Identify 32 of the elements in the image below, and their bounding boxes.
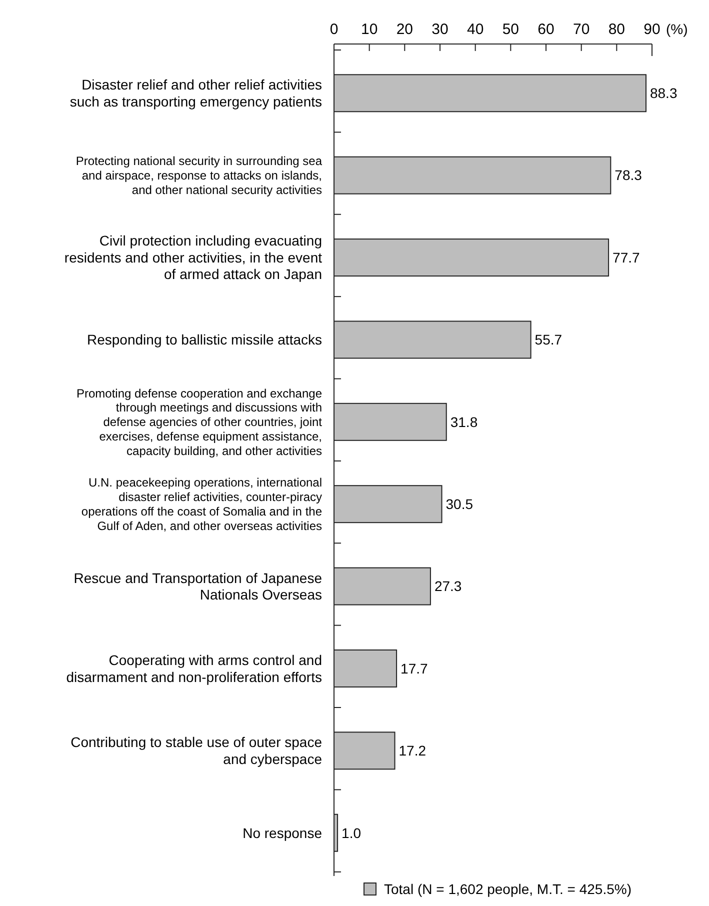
x-tick-label: 30 — [432, 21, 448, 38]
text: 1.0 — [342, 824, 361, 841]
x-tick-label: 90 — [644, 21, 660, 38]
y-tick-label: U.N. peacekeeping operations, international disaster relief activities, counter-piracy operations off the coast of Somalia and in the Gulf of Aden, and other overseas activities — [81, 476, 322, 533]
text: 30.5 — [446, 496, 474, 512]
y-tick-label: Promoting defense cooperation and exchange through meetings and discussions with defense agencies of other countries, joint exercises, defense equipment assistance, capacity building, and other activities — [76, 386, 323, 458]
x-tick-label: 50 — [502, 21, 520, 38]
text: 77.7 — [612, 249, 640, 266]
y-tick-label: Rescue and Transportation of Japanese Nationals Overseas — [74, 570, 322, 603]
y-tick-label: Disaster relief and other relief activities such as transporting emergency patients — [70, 76, 322, 110]
text: 27.3 — [434, 578, 462, 594]
text: 17.7 — [400, 660, 428, 676]
legend-label: Total (N = 1,602 people, M.T. = 425.5%) — [384, 880, 632, 897]
y-tick-label: Responding to ballistic missile attacks — [87, 332, 322, 348]
x-tick-label: 10 — [360, 21, 378, 38]
y-tick-label: No response — [242, 824, 322, 841]
x-tick-label: 20 — [396, 21, 414, 38]
x-tick-label: 0 — [330, 21, 338, 38]
text: 17.2 — [398, 742, 426, 759]
x-tick-label: 80 — [608, 21, 626, 38]
x-tick-label: 70 — [572, 21, 590, 38]
text: 88.3 — [650, 85, 678, 102]
x-tick-label: 40 — [466, 21, 484, 38]
text: 31.8 — [450, 414, 478, 430]
y-tick-label: Protecting national security in surrounding sea and airspace, response to attacks on islands, and other national security activities — [76, 154, 322, 197]
y-tick-label: Cooperating with arms control and disarmament and non-proliferation efforts — [66, 652, 322, 685]
y-tick-label: Civil protection including evacuating residents and other activities, in the event of armed attack on Japan — [64, 232, 322, 282]
text: 78.3 — [614, 167, 642, 184]
y-tick-label: Contributing to stable use of outer space and cyberspace — [70, 734, 322, 767]
x-axis-title: (%) — [666, 21, 688, 37]
text: 55.7 — [534, 332, 562, 348]
x-tick-label: 60 — [538, 21, 554, 38]
